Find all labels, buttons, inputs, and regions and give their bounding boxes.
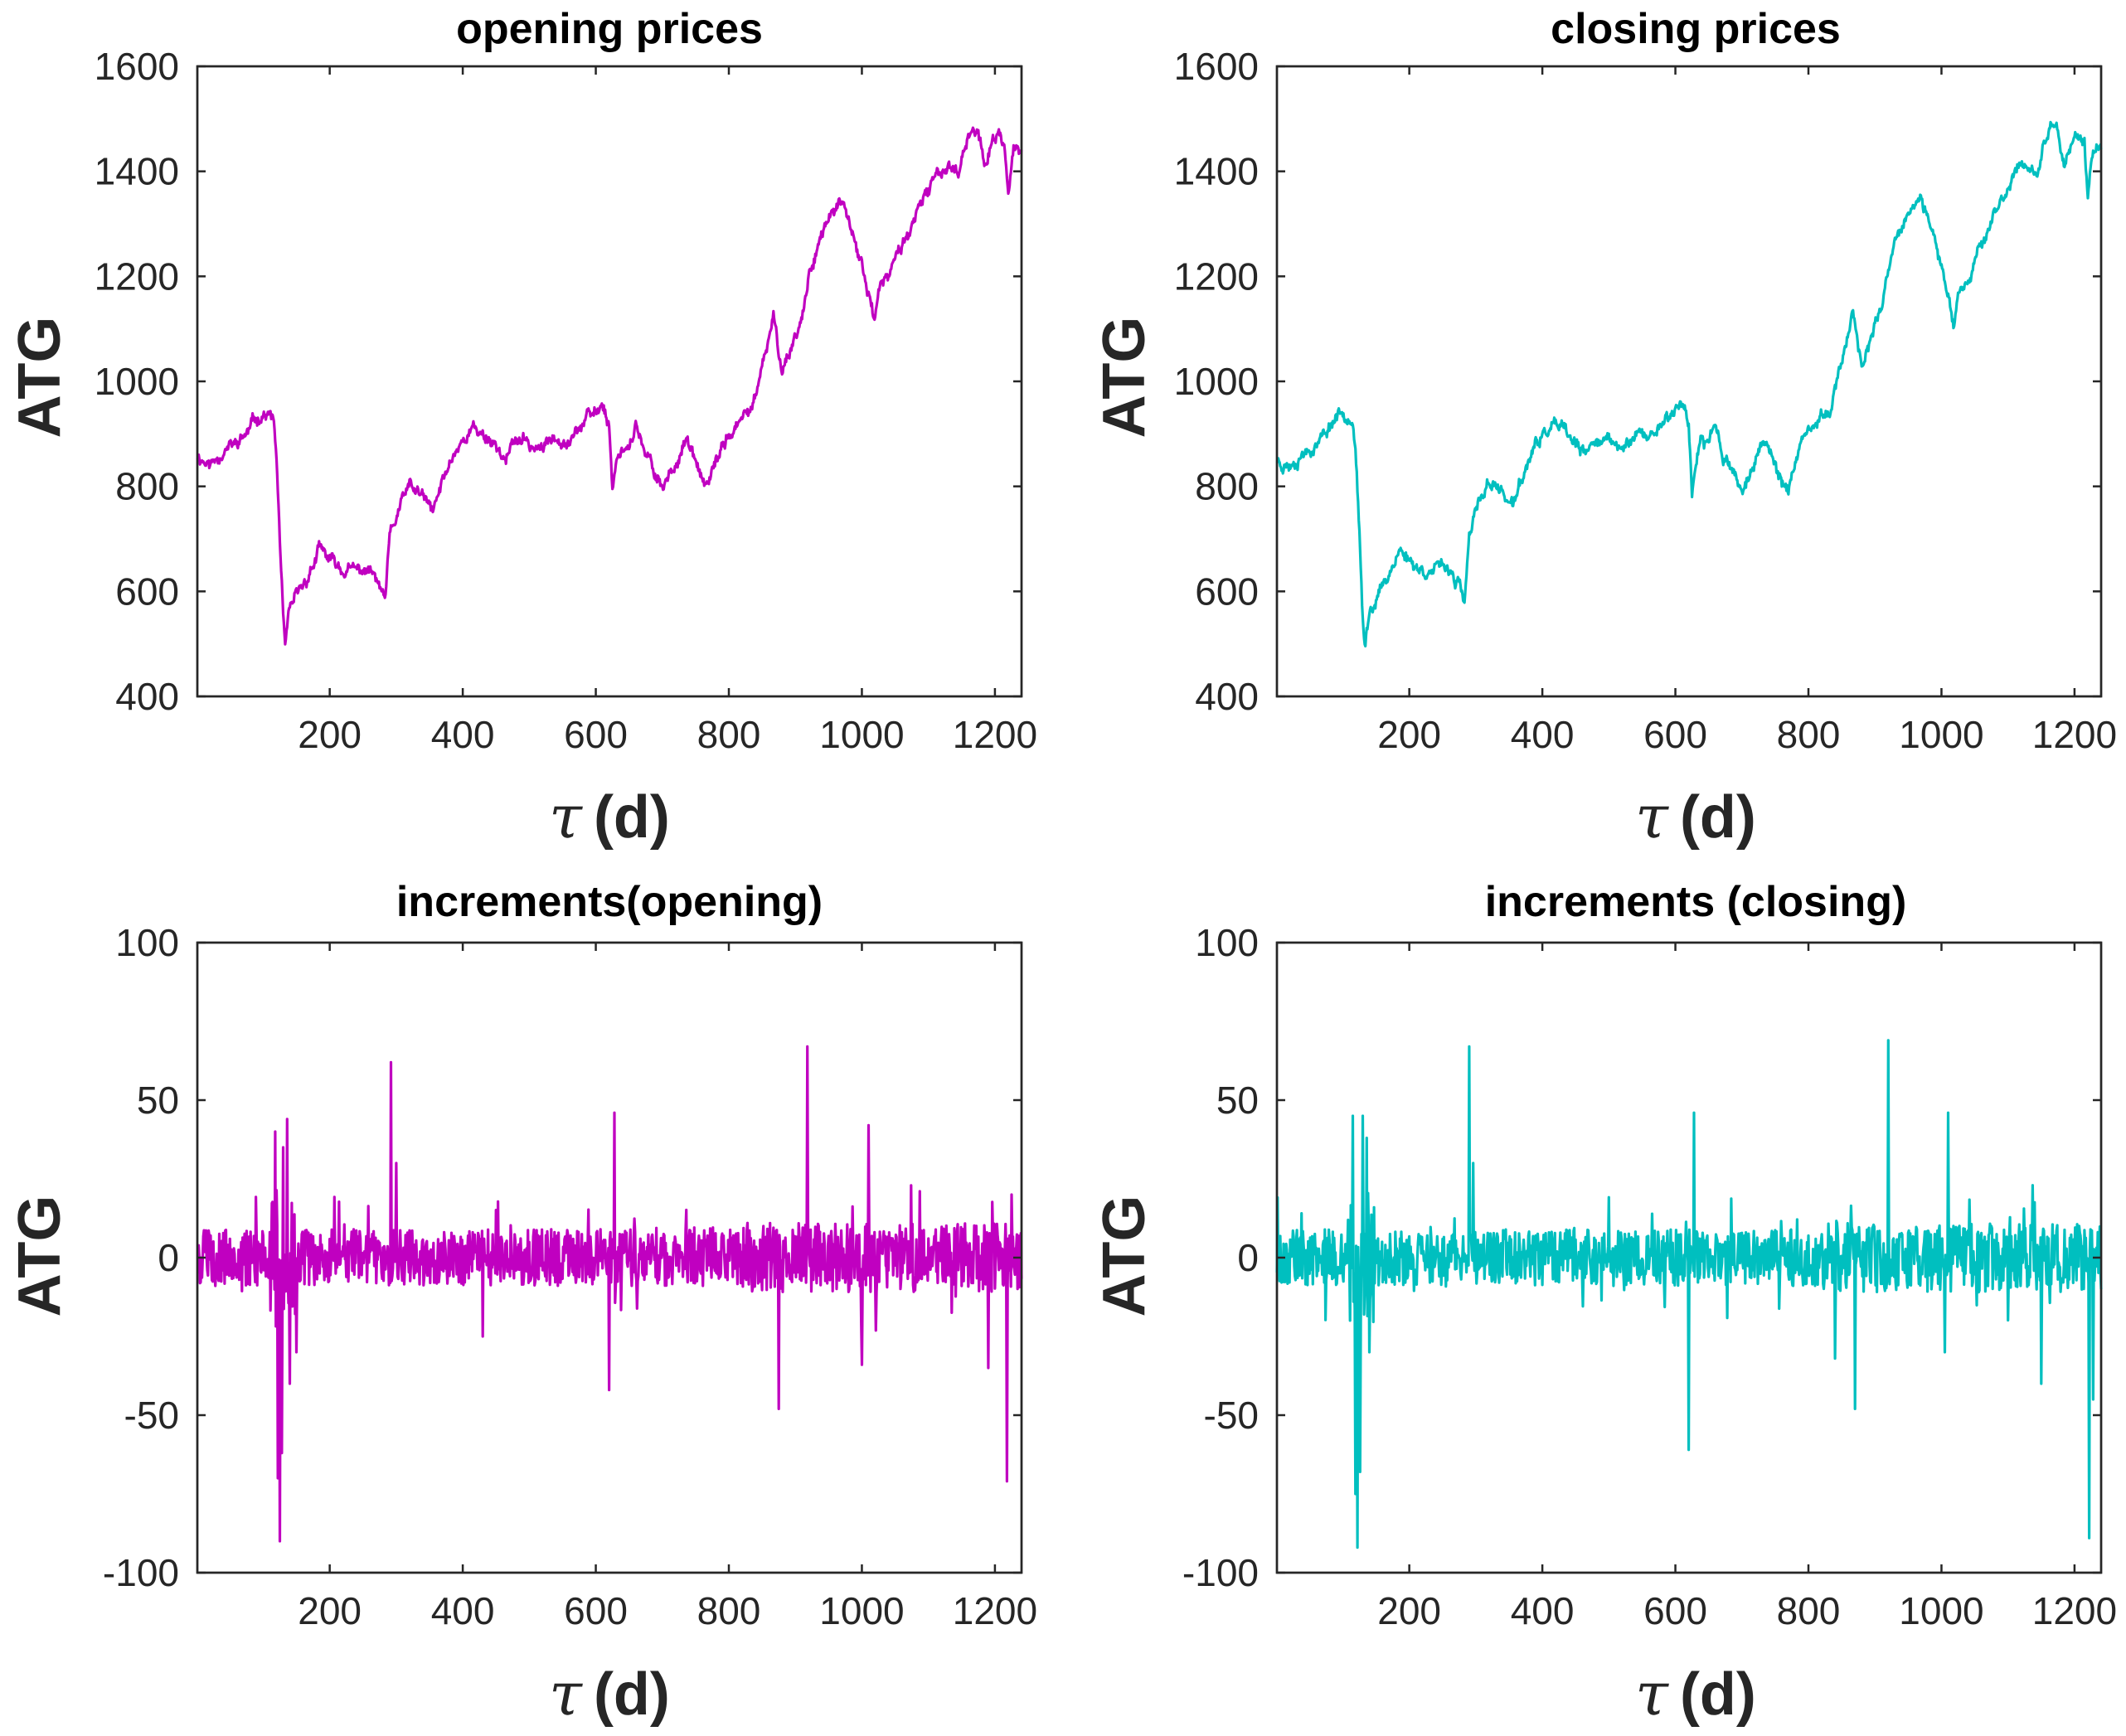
x-tick-label: 600 bbox=[564, 713, 628, 756]
y-tick-label: 1000 bbox=[1174, 360, 1259, 403]
panel-opening-prices: opening prices ATG τ (d) 200 400 600 800 1000… bbox=[7, 5, 1037, 851]
y-tick-label: 1600 bbox=[1174, 45, 1259, 88]
x-tick-label: 1200 bbox=[2032, 1589, 2117, 1632]
x-axis-label: τ (d) bbox=[549, 1659, 670, 1729]
y-axis-label: ATG bbox=[1091, 1195, 1158, 1317]
x-tick-label: 800 bbox=[1777, 1589, 1841, 1632]
y-tick-label: 1600 bbox=[95, 45, 179, 88]
y-tick-label: 1400 bbox=[1174, 150, 1259, 193]
x-tick-label: 1000 bbox=[819, 713, 904, 756]
x-tick-label: 200 bbox=[298, 713, 362, 756]
y-tick-label: 800 bbox=[1195, 465, 1259, 508]
y-tick-label: 1400 bbox=[95, 150, 179, 193]
panel-increments-opening: increments(opening) ATG τ (d) 200 400 600 80… bbox=[7, 878, 1037, 1729]
x-tick-label: 400 bbox=[431, 713, 495, 756]
x-tick-label: 400 bbox=[431, 1589, 495, 1632]
x-axis-unit: (d) bbox=[594, 1661, 670, 1728]
series-line bbox=[1275, 1039, 2103, 1549]
x-tick-label: 400 bbox=[1511, 713, 1575, 756]
y-tick-label: 800 bbox=[115, 465, 179, 508]
x-tick-label: 800 bbox=[1777, 713, 1841, 756]
chart-title: increments (closing) bbox=[1485, 878, 1907, 926]
x-axis-label: τ (d) bbox=[1635, 1659, 1756, 1729]
x-axis-symbol: τ bbox=[1635, 782, 1669, 851]
x-tick-label: 1000 bbox=[1899, 713, 1983, 756]
x-axis-label: τ (d) bbox=[1635, 782, 1756, 851]
series-line bbox=[197, 1045, 1023, 1543]
x-axis-unit: (d) bbox=[1680, 1661, 1756, 1728]
y-tick-label: 1200 bbox=[1174, 255, 1259, 298]
x-tick-label: 1000 bbox=[819, 1589, 904, 1632]
x-tick-label: 1200 bbox=[2032, 713, 2117, 756]
x-tick-label: 200 bbox=[1377, 713, 1441, 756]
x-axis-unit: (d) bbox=[594, 784, 670, 851]
panel-increments-closing: increments (closing) ATG τ (d) 200 400 600 8… bbox=[1091, 878, 2117, 1729]
x-tick-label: 800 bbox=[697, 713, 761, 756]
y-tick-label: 400 bbox=[115, 675, 179, 718]
y-tick-label: 0 bbox=[158, 1236, 179, 1279]
y-axis-label: ATG bbox=[7, 1195, 73, 1317]
y-tick-label: 50 bbox=[137, 1079, 179, 1122]
y-tick-label: 100 bbox=[1195, 921, 1259, 964]
chart-title: opening prices bbox=[456, 5, 763, 53]
chart-title: increments(opening) bbox=[396, 878, 823, 926]
y-tick-label: -50 bbox=[124, 1394, 179, 1437]
y-tick-label: 100 bbox=[115, 921, 179, 964]
series-line bbox=[1275, 120, 2103, 647]
y-tick-label: 50 bbox=[1216, 1079, 1259, 1122]
series-line bbox=[196, 126, 1023, 646]
y-tick-label: -100 bbox=[103, 1551, 179, 1594]
y-tick-label: 600 bbox=[1195, 570, 1259, 613]
x-axis-symbol: τ bbox=[1635, 1659, 1669, 1729]
panel-closing-prices: closing prices ATG τ (d) 200 400 600 800 1000… bbox=[1091, 5, 2117, 851]
plot-area bbox=[196, 65, 1023, 698]
y-tick-label: 1000 bbox=[95, 360, 179, 403]
y-axis-label: ATG bbox=[1091, 317, 1158, 439]
x-axis-symbol: τ bbox=[549, 782, 583, 851]
x-tick-label: 800 bbox=[697, 1589, 761, 1632]
x-tick-label: 600 bbox=[564, 1589, 628, 1632]
y-tick-label: 600 bbox=[115, 570, 179, 613]
x-tick-label: 1200 bbox=[953, 713, 1037, 756]
y-tick-label: 400 bbox=[1195, 675, 1259, 718]
plot-area bbox=[1275, 65, 2103, 698]
x-tick-label: 200 bbox=[298, 1589, 362, 1632]
y-tick-label: -100 bbox=[1182, 1551, 1259, 1594]
y-axis-label: ATG bbox=[7, 317, 73, 439]
x-tick-label: 400 bbox=[1511, 1589, 1575, 1632]
x-axis-label: τ (d) bbox=[549, 782, 670, 851]
x-axis-unit: (d) bbox=[1680, 784, 1756, 851]
x-tick-label: 200 bbox=[1377, 1589, 1441, 1632]
chart-title: closing prices bbox=[1551, 5, 1841, 53]
x-tick-label: 600 bbox=[1643, 713, 1707, 756]
y-tick-label: 1200 bbox=[95, 255, 179, 298]
y-tick-label: -50 bbox=[1204, 1394, 1259, 1437]
x-tick-label: 1200 bbox=[953, 1589, 1037, 1632]
x-axis-symbol: τ bbox=[549, 1659, 583, 1729]
y-tick-label: 0 bbox=[1237, 1236, 1259, 1279]
x-tick-label: 1000 bbox=[1899, 1589, 1983, 1632]
x-tick-label: 600 bbox=[1643, 1589, 1707, 1632]
